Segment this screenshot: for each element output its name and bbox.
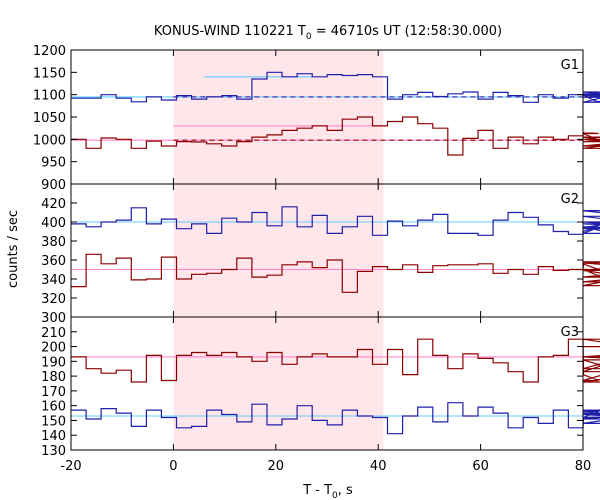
x-tick-label: 60 xyxy=(472,459,489,474)
panel-g1: 900 950 1000 1050 1100 1150 1200 G1 xyxy=(33,44,600,193)
x-axis-label-prefix: T - T xyxy=(302,483,332,498)
series-line-red xyxy=(71,253,600,293)
series-line-blue xyxy=(71,71,600,103)
x-tick-label: -20 xyxy=(60,459,81,474)
shaded-interval xyxy=(173,50,384,184)
chart-title-prefix: KONUS-WIND 110221 T xyxy=(154,24,306,39)
panel-label: G1 xyxy=(561,58,579,73)
series-line-blue xyxy=(71,402,600,435)
y-tick-label: 200 xyxy=(41,341,66,356)
x-tick-label: 40 xyxy=(370,459,387,474)
chart-title-subscript: 0 xyxy=(306,32,312,42)
y-tick-label: 150 xyxy=(41,414,66,429)
y-tick-label: 300 xyxy=(41,311,66,326)
y-tick-label: 380 xyxy=(41,235,66,250)
shaded-interval xyxy=(173,317,384,450)
series-line-red xyxy=(71,116,600,156)
y-tick-label: 210 xyxy=(41,326,66,341)
y-tick-label: 900 xyxy=(41,178,66,193)
y-tick-label: 1150 xyxy=(33,66,66,81)
series-line-red xyxy=(71,338,600,383)
y-tick-label: 170 xyxy=(41,385,66,400)
y-tick-label: 190 xyxy=(41,355,66,370)
panel-frame xyxy=(70,316,584,451)
y-axis-label: counts / sec xyxy=(6,210,21,288)
x-tick-label: 0 xyxy=(169,459,177,474)
y-tick-label: 160 xyxy=(41,400,66,415)
x-axis-label-subscript: 0 xyxy=(332,491,338,500)
y-tick-label: 320 xyxy=(41,292,66,307)
y-tick-label: 140 xyxy=(41,429,66,444)
y-tick-label: 130 xyxy=(41,444,66,459)
y-tick-label: 1000 xyxy=(33,133,66,148)
y-tick-label: 1100 xyxy=(33,89,66,104)
y-tick-label: 1200 xyxy=(33,44,66,59)
x-axis-label: T - T0, s xyxy=(302,483,353,500)
y-tick-label: 950 xyxy=(41,156,66,171)
y-tick-label: 400 xyxy=(41,216,66,231)
x-tick-label: 80 xyxy=(575,459,592,474)
chart-title-suffix: = 46710s UT (12:58:30.000) xyxy=(312,24,502,39)
shaded-interval xyxy=(173,184,384,317)
chart-title: KONUS-WIND 110221 T0 = 46710s UT (12:58:… xyxy=(154,24,502,42)
series-line-blue xyxy=(71,206,600,236)
y-tick-label: 180 xyxy=(41,370,66,385)
y-tick-label: 360 xyxy=(41,254,66,269)
y-tick-label: 1050 xyxy=(33,111,66,126)
panel-label: G3 xyxy=(561,325,579,340)
panel-label: G2 xyxy=(561,192,579,207)
y-tick-label: 340 xyxy=(41,273,66,288)
y-tick-label: 420 xyxy=(41,197,66,212)
x-tick-label: 20 xyxy=(268,459,285,474)
x-axis-label-suffix: , s xyxy=(338,483,353,498)
panel-g2: 300 320 340 360 380 400 420 G2 xyxy=(41,183,600,326)
panels: 900 950 1000 1050 1100 1150 1200 G1 300 320 340 360… xyxy=(33,44,600,474)
